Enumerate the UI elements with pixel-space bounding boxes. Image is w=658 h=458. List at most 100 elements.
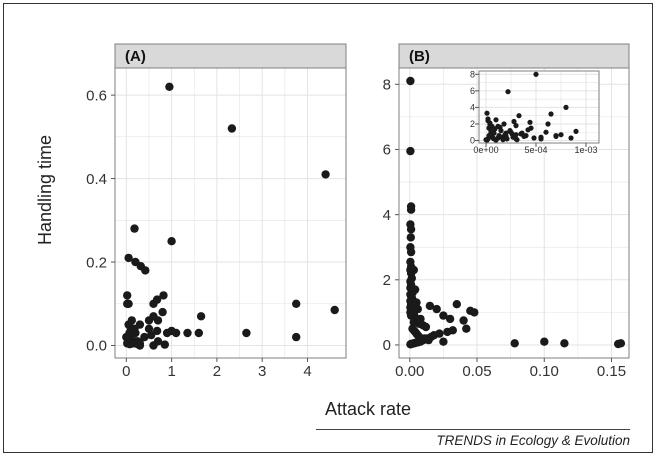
y-tick-label: 0.0	[86, 338, 107, 355]
data-point	[443, 327, 452, 337]
data-point	[540, 337, 549, 346]
data-point	[487, 122, 493, 128]
data-point	[160, 340, 169, 349]
y-axis-title: Handling time	[35, 135, 55, 245]
x-tick-label: 0e+00	[473, 145, 498, 155]
data-point	[425, 301, 435, 311]
y-tick-label: 0	[470, 136, 475, 146]
data-point	[140, 332, 149, 342]
data-point	[500, 137, 506, 143]
x-tick-label: 3	[258, 363, 266, 380]
x-tick-label: 1	[167, 363, 175, 380]
data-point	[505, 89, 511, 95]
data-point	[421, 322, 431, 332]
data-point	[445, 314, 455, 324]
data-point	[125, 339, 135, 348]
y-tick-label: 6	[383, 142, 391, 159]
data-point	[127, 316, 136, 325]
data-point	[525, 127, 531, 133]
plot-background	[115, 68, 346, 358]
data-point	[501, 121, 507, 127]
data-point	[167, 237, 176, 246]
data-point	[330, 305, 339, 315]
panel-strip	[398, 43, 630, 69]
data-point	[412, 298, 421, 307]
data-point	[533, 71, 539, 77]
data-point	[196, 312, 206, 321]
x-tick-label: 1e-03	[574, 145, 597, 155]
data-point	[462, 324, 471, 333]
y-tick-label: 4	[383, 207, 391, 224]
data-point	[124, 253, 133, 263]
x-tick-label: 5e-04	[524, 145, 547, 155]
data-point	[507, 128, 513, 134]
data-point	[123, 299, 132, 308]
panel-strip	[114, 43, 347, 69]
data-point	[486, 133, 492, 139]
data-point	[503, 130, 509, 136]
y-tick-label: 2	[383, 272, 391, 289]
data-point	[149, 299, 158, 308]
data-point	[123, 291, 132, 300]
data-point	[491, 136, 497, 142]
data-point	[553, 133, 559, 139]
panel-a: (A) 0 1 2 3 4 0.0 0.2 0.4 0.6	[86, 43, 347, 380]
y-tick-label: 0	[383, 337, 391, 354]
data-point	[409, 265, 418, 275]
data-point	[406, 247, 416, 257]
y-tick-label: 0.6	[86, 87, 107, 104]
data-point	[432, 304, 441, 314]
data-point	[513, 123, 519, 129]
y-tick-label: 6	[470, 86, 475, 96]
data-point	[159, 291, 168, 300]
y-tick-label: 8	[470, 69, 475, 79]
x-tick-label: 4	[303, 363, 311, 380]
data-point	[485, 116, 491, 122]
data-point	[406, 76, 415, 86]
data-point	[410, 285, 420, 294]
data-point	[531, 135, 537, 141]
x-tick-label: 0.10	[530, 363, 559, 380]
data-point	[513, 132, 519, 138]
x-axis-title: Attack rate	[325, 399, 411, 419]
data-point	[527, 119, 533, 125]
data-point	[406, 205, 416, 214]
data-point	[227, 124, 237, 133]
data-point	[452, 300, 461, 309]
data-point	[165, 82, 174, 92]
data-point	[149, 341, 158, 350]
data-point	[545, 121, 551, 127]
data-point	[141, 266, 150, 275]
data-point	[558, 132, 564, 138]
data-point	[242, 328, 251, 338]
data-point	[130, 324, 139, 333]
data-point	[516, 113, 522, 119]
x-tick-label: 0	[122, 363, 130, 380]
panel-inset: 0e+00 5e-04 1e-03 0 2 4 6 8	[470, 69, 600, 155]
data-point	[563, 104, 569, 110]
data-point	[510, 339, 519, 348]
data-point	[493, 117, 499, 123]
data-point	[406, 233, 415, 242]
data-point	[135, 341, 145, 350]
data-point	[538, 136, 544, 142]
data-point	[511, 118, 517, 125]
data-point	[406, 146, 415, 156]
data-point	[519, 130, 525, 136]
data-point	[144, 324, 154, 333]
data-point	[194, 328, 203, 338]
data-point	[130, 224, 139, 233]
data-point	[459, 316, 468, 325]
data-point	[406, 340, 415, 349]
data-point	[152, 326, 162, 336]
figure-frame	[3, 3, 653, 453]
x-tick-label: 2	[213, 363, 221, 380]
data-point	[548, 111, 554, 117]
y-tick-label: 4	[470, 103, 475, 113]
data-point	[439, 311, 448, 320]
y-tick-label: 0.4	[86, 171, 107, 188]
y-tick-label: 0.2	[86, 254, 107, 271]
data-point	[488, 128, 494, 134]
data-point	[504, 136, 510, 142]
